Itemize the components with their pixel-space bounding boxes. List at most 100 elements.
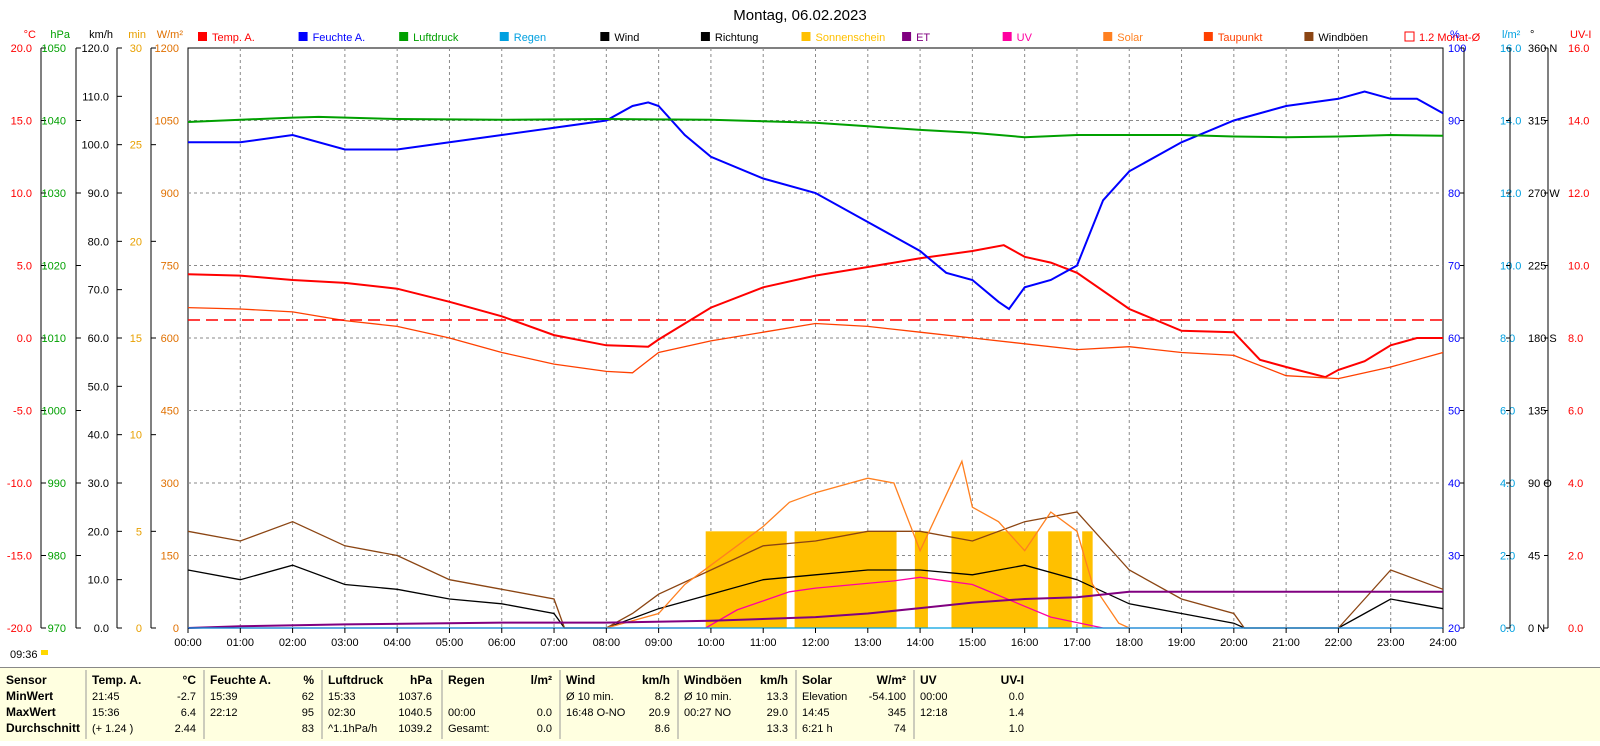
legend-swatch xyxy=(1002,32,1012,41)
series-line xyxy=(606,459,1130,629)
sunshine-bar xyxy=(1082,531,1093,628)
x-axis-tick-label: 00:00 xyxy=(174,637,202,649)
stats-cell-value: 13.3 xyxy=(767,723,788,735)
x-axis-tick-label: 20:00 xyxy=(1220,637,1248,649)
right-axis-tick-label: 70 xyxy=(1448,261,1460,273)
legend-label: Luftdruck xyxy=(413,32,459,44)
x-axis-tick-label: 11:00 xyxy=(750,637,777,649)
stats-column-unit: W/m² xyxy=(877,673,906,687)
stats-cell-label: 15:39 xyxy=(210,691,238,703)
legend-swatch xyxy=(198,32,207,41)
right-axis-tick-label: 2.0 xyxy=(1500,551,1515,563)
right-axis-tick-label: 4.0 xyxy=(1568,478,1583,490)
stats-cell-value: 74 xyxy=(894,723,906,735)
right-axis-tick-label: 90 O xyxy=(1528,478,1552,490)
right-axis-unit: ° xyxy=(1530,29,1534,41)
x-axis-tick-label: 05:00 xyxy=(436,637,464,649)
stats-cell-label: 6:21 h xyxy=(802,723,833,735)
stats-cell-label: Ø 10 min. xyxy=(684,691,732,703)
stats-cell-label: (+ 1.24 ) xyxy=(92,723,133,735)
stats-column-header: Windböen xyxy=(684,673,742,687)
left-axis-tick-label: 1050 xyxy=(42,43,66,55)
right-axis-tick-label: 90 xyxy=(1448,116,1460,128)
right-axis-tick-label: 2.0 xyxy=(1568,551,1583,563)
left-axis-tick-label: 50.0 xyxy=(88,381,109,393)
x-axis-tick-label: 23:00 xyxy=(1377,637,1405,649)
right-axis-tick-label: 100 xyxy=(1448,43,1466,55)
left-axis-tick-label: 980 xyxy=(48,551,66,563)
legend-label: Feuchte A. xyxy=(313,32,366,44)
stats-row-label: Sensor xyxy=(6,673,47,687)
x-axis-tick-label: 15:00 xyxy=(959,637,987,649)
stats-cell-value: 29.0 xyxy=(767,707,788,719)
legend-swatch xyxy=(1203,32,1213,41)
right-axis-tick-label: 14.0 xyxy=(1568,116,1589,128)
right-axis-tick-label: 0.0 xyxy=(1568,623,1583,635)
left-axis-tick-label: 5 xyxy=(136,526,142,538)
series-line xyxy=(187,115,1444,139)
x-axis-tick-label: 01:00 xyxy=(227,637,255,649)
legend-swatch xyxy=(801,32,811,41)
x-axis-tick-label: 02:00 xyxy=(279,637,307,649)
right-axes: % 100 90 80 70 60 50 40 30 20 l/m² 16.0 14.0 12.0 10.0… xyxy=(1448,29,1591,635)
legend-label: UV xyxy=(1017,32,1033,44)
stats-column-unit: % xyxy=(303,673,314,687)
series-line xyxy=(187,244,1443,379)
stats-cell-value: 20.9 xyxy=(649,707,670,719)
legend-label: Taupunkt xyxy=(1218,32,1263,44)
right-axis-tick-label: 8.0 xyxy=(1568,333,1583,345)
stats-cell-value: -54.100 xyxy=(869,691,906,703)
left-axis-tick-label: 80.0 xyxy=(88,236,109,248)
legend-swatch xyxy=(1103,32,1113,41)
x-axis-tick-label: 19:00 xyxy=(1168,637,1196,649)
left-axis-tick-label: 30.0 xyxy=(88,478,109,490)
left-axis-tick-label: 0 xyxy=(173,623,179,635)
stats-cell-value: 1040.5 xyxy=(398,707,432,719)
left-axis-tick-label: 20.0 xyxy=(88,526,109,538)
left-axis-tick-label: 0.0 xyxy=(17,333,32,345)
left-axis-tick-label: 15 xyxy=(130,333,142,345)
stats-column-unit: UV-I xyxy=(1001,673,1024,687)
left-axis-tick-label: 300 xyxy=(161,478,179,490)
x-axis-tick-label: 10:00 xyxy=(697,637,725,649)
stats-column-header: Feuchte A. xyxy=(210,673,271,687)
legend-swatch xyxy=(399,32,409,41)
stats-cell-label: 00:27 NO xyxy=(684,707,732,719)
x-axis-tick-label: 22:00 xyxy=(1325,637,1353,649)
left-axis-unit: W/m² xyxy=(157,29,184,41)
x-axis-tick-label: 14:00 xyxy=(906,637,934,649)
legend-label: Regen xyxy=(514,32,546,44)
sunshine-bar xyxy=(1048,531,1072,628)
left-axis-tick-label: -20.0 xyxy=(7,623,32,635)
left-axis-tick-label: 970 xyxy=(48,623,66,635)
stats-cell-label: 02:30 xyxy=(328,707,356,719)
legend-swatch xyxy=(499,32,509,41)
x-axis-tick-label: 18:00 xyxy=(1115,637,1143,649)
right-axis-tick-label: 16.0 xyxy=(1568,43,1589,55)
stats-cell-value: 1039.2 xyxy=(398,723,432,735)
stats-cell-value: 0.0 xyxy=(1009,691,1024,703)
right-axis-tick-label: 0.0 xyxy=(1500,623,1515,635)
series-line xyxy=(188,576,1443,629)
x-axis-tick-label: 07:00 xyxy=(540,637,568,649)
legend-swatch xyxy=(1404,31,1415,42)
left-axis-tick-label: 40.0 xyxy=(88,430,109,442)
left-axis-tick-label: 90.0 xyxy=(88,188,109,200)
stats-column-header: UV xyxy=(920,673,937,687)
right-axis-tick-label: 0 N xyxy=(1528,623,1545,635)
legend-label: Temp. A. xyxy=(212,32,255,44)
left-axis-tick-label: 120.0 xyxy=(81,43,109,55)
series-line xyxy=(187,511,1444,629)
sunshine-bar xyxy=(951,531,1038,628)
stats-cell-value: 13.3 xyxy=(767,691,788,703)
legend-swatch xyxy=(1304,32,1314,41)
x-axis-tick-label: 21:00 xyxy=(1272,637,1300,649)
legend-swatch xyxy=(298,32,308,41)
stats-cell-value: 95 xyxy=(302,707,314,719)
x-axis-tick-label: 04:00 xyxy=(383,637,411,649)
stats-column-header: Luftdruck xyxy=(328,673,384,687)
stats-column-header: Wind xyxy=(566,673,595,687)
stats-column-unit: km/h xyxy=(760,673,788,687)
left-axis-tick-label: 1010 xyxy=(42,333,66,345)
